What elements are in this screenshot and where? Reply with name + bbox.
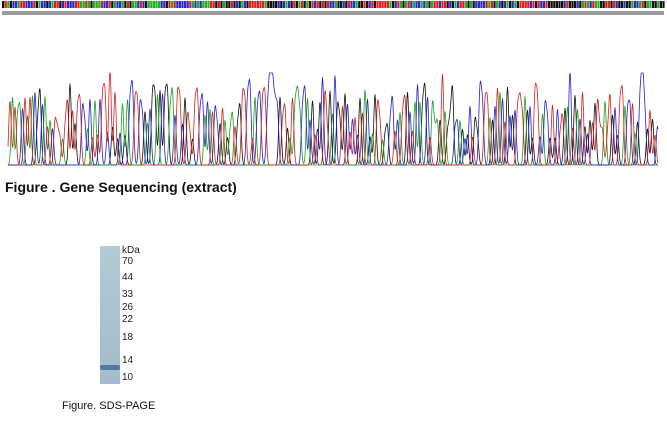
marker-label: 10	[122, 372, 134, 383]
base-strip	[2, 1, 665, 15]
trace	[8, 82, 658, 166]
trace	[7, 71, 659, 166]
marker-label: 18	[122, 332, 134, 343]
marker-label: 33	[122, 289, 134, 300]
gel-lane	[100, 246, 120, 384]
marker-label: 22	[122, 314, 134, 325]
sequencing-caption: Figure . Gene Sequencing (extract)	[5, 179, 237, 195]
gel-band	[100, 365, 120, 370]
marker-label: 26	[122, 302, 134, 313]
marker-label: 14	[122, 355, 134, 366]
gel-unit: kDa	[122, 245, 140, 256]
trace	[8, 72, 659, 166]
gel-caption: Figure. SDS-PAGE	[62, 400, 156, 412]
chromatogram	[2, 1, 665, 166]
marker-label: 44	[122, 272, 134, 283]
marker-label: 70	[122, 256, 134, 267]
